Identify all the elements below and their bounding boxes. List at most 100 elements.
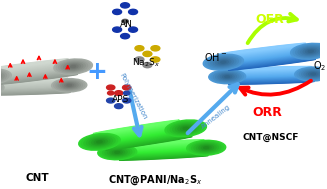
Ellipse shape: [0, 91, 70, 94]
Ellipse shape: [220, 74, 234, 79]
Ellipse shape: [97, 125, 183, 139]
Ellipse shape: [0, 92, 70, 95]
Ellipse shape: [98, 145, 137, 160]
Text: OER: OER: [256, 13, 284, 26]
Ellipse shape: [0, 87, 70, 90]
Ellipse shape: [118, 151, 207, 156]
Ellipse shape: [118, 151, 207, 156]
Ellipse shape: [227, 71, 313, 74]
Ellipse shape: [223, 51, 311, 62]
Circle shape: [112, 27, 122, 32]
Ellipse shape: [227, 75, 313, 78]
Ellipse shape: [0, 73, 2, 81]
Ellipse shape: [301, 47, 321, 55]
Ellipse shape: [63, 63, 83, 70]
Ellipse shape: [104, 134, 190, 148]
Ellipse shape: [0, 87, 70, 90]
Ellipse shape: [0, 74, 78, 84]
Ellipse shape: [199, 145, 214, 150]
Ellipse shape: [225, 53, 312, 64]
Ellipse shape: [222, 49, 309, 60]
Ellipse shape: [309, 72, 318, 76]
Ellipse shape: [95, 123, 181, 137]
Ellipse shape: [0, 83, 69, 86]
Ellipse shape: [0, 85, 69, 88]
Circle shape: [124, 91, 130, 95]
Ellipse shape: [218, 43, 306, 54]
Ellipse shape: [293, 44, 327, 58]
Ellipse shape: [103, 132, 189, 146]
Text: CNT@PANI/Na$_2$S$_x$: CNT@PANI/Na$_2$S$_x$: [108, 173, 203, 187]
Ellipse shape: [227, 74, 313, 77]
Ellipse shape: [0, 90, 70, 93]
Ellipse shape: [0, 74, 78, 84]
Circle shape: [107, 85, 115, 90]
Ellipse shape: [0, 81, 69, 84]
Ellipse shape: [225, 76, 230, 77]
Ellipse shape: [0, 88, 70, 91]
Ellipse shape: [226, 55, 313, 67]
Ellipse shape: [119, 153, 208, 157]
Ellipse shape: [228, 80, 314, 84]
Ellipse shape: [100, 129, 186, 143]
Ellipse shape: [225, 53, 312, 64]
Ellipse shape: [0, 66, 73, 76]
Text: OH$^-$: OH$^-$: [204, 51, 228, 63]
Text: Polymerization: Polymerization: [118, 72, 148, 120]
Ellipse shape: [211, 70, 243, 83]
Ellipse shape: [118, 150, 207, 155]
Ellipse shape: [0, 81, 69, 84]
Ellipse shape: [297, 68, 327, 80]
Ellipse shape: [228, 77, 314, 80]
Ellipse shape: [68, 65, 78, 68]
Ellipse shape: [216, 59, 231, 65]
Circle shape: [121, 34, 129, 39]
Ellipse shape: [0, 78, 68, 81]
Ellipse shape: [94, 121, 180, 135]
Ellipse shape: [224, 52, 311, 63]
Ellipse shape: [95, 123, 181, 136]
Ellipse shape: [197, 144, 216, 151]
Ellipse shape: [0, 91, 70, 94]
Ellipse shape: [101, 130, 187, 144]
Ellipse shape: [106, 136, 192, 150]
Ellipse shape: [66, 64, 80, 69]
Ellipse shape: [0, 89, 70, 92]
Ellipse shape: [84, 136, 115, 148]
Ellipse shape: [178, 125, 194, 132]
Ellipse shape: [225, 54, 313, 65]
Ellipse shape: [79, 133, 120, 150]
Text: AN: AN: [120, 20, 133, 29]
Ellipse shape: [224, 52, 311, 63]
Text: CNT@NSCF: CNT@NSCF: [242, 132, 299, 142]
Ellipse shape: [0, 72, 77, 82]
Ellipse shape: [0, 70, 76, 81]
Ellipse shape: [206, 55, 241, 69]
Ellipse shape: [117, 149, 207, 153]
Ellipse shape: [117, 147, 206, 151]
Ellipse shape: [227, 75, 313, 78]
Ellipse shape: [112, 150, 122, 154]
Ellipse shape: [100, 129, 187, 143]
Ellipse shape: [227, 57, 314, 68]
Ellipse shape: [303, 48, 318, 54]
Circle shape: [129, 9, 138, 15]
Ellipse shape: [0, 71, 7, 82]
Ellipse shape: [227, 70, 313, 73]
Ellipse shape: [226, 67, 312, 70]
Circle shape: [112, 9, 122, 15]
Ellipse shape: [52, 79, 87, 92]
Ellipse shape: [101, 130, 187, 143]
Ellipse shape: [0, 86, 69, 89]
Ellipse shape: [222, 49, 309, 60]
Ellipse shape: [227, 73, 313, 76]
Ellipse shape: [226, 67, 312, 70]
Ellipse shape: [0, 86, 69, 89]
Ellipse shape: [0, 80, 68, 83]
Ellipse shape: [219, 44, 306, 56]
Ellipse shape: [119, 153, 208, 158]
Ellipse shape: [306, 71, 320, 77]
Ellipse shape: [216, 72, 239, 81]
Ellipse shape: [99, 128, 186, 142]
Ellipse shape: [291, 43, 327, 59]
